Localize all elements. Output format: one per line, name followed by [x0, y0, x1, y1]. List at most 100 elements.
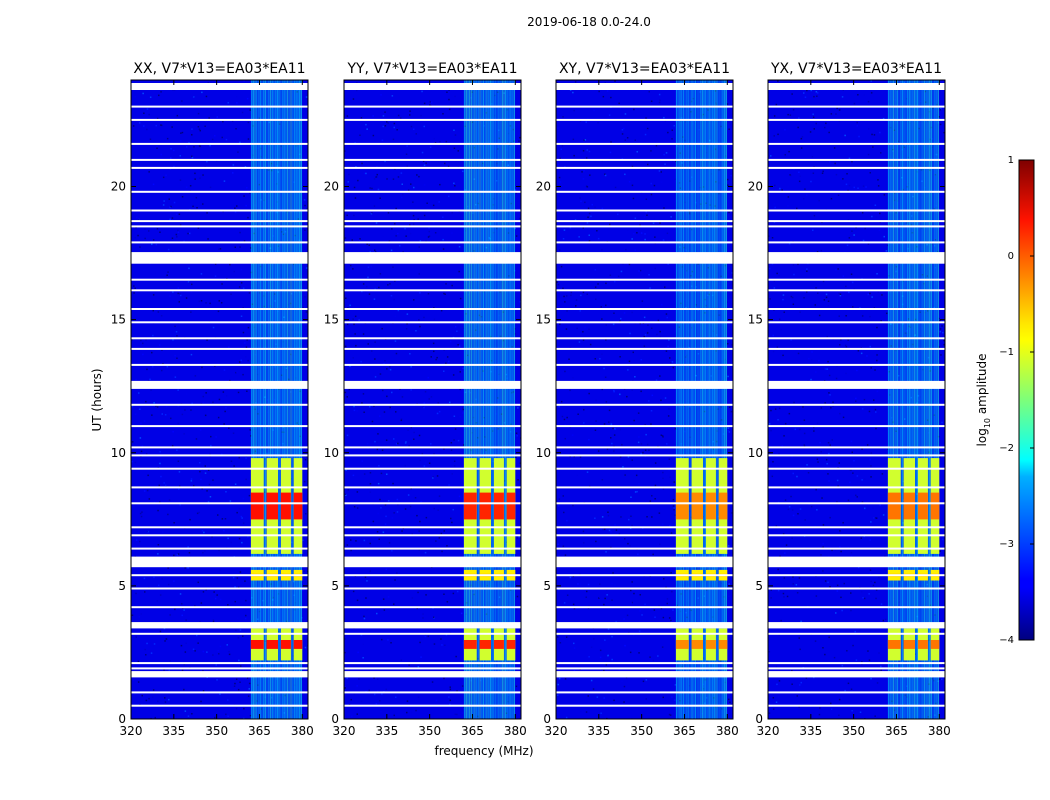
- x-tick-label: 380: [716, 724, 739, 738]
- flagged-row: [131, 606, 308, 609]
- flagged-row: [556, 403, 733, 406]
- noise-pixel: [245, 346, 248, 348]
- noise-pixel: [401, 530, 403, 532]
- noise-pixel: [422, 613, 424, 615]
- flagged-row: [131, 467, 308, 470]
- noise-pixel: [810, 505, 813, 508]
- noise-pixel: [566, 594, 569, 596]
- noise-pixel: [612, 572, 614, 574]
- noise-pixel: [869, 569, 872, 571]
- flagged-row: [768, 321, 945, 324]
- flagged-row: [556, 534, 733, 537]
- noise-pixel: [518, 243, 520, 246]
- noise-pixel: [649, 287, 651, 289]
- noise-pixel: [249, 109, 251, 111]
- noise-pixel: [672, 505, 675, 507]
- flagged-row: [344, 225, 521, 228]
- noise-pixel: [509, 96, 511, 98]
- noise-pixel: [141, 694, 143, 697]
- noise-pixel: [380, 710, 382, 713]
- flagged-row: [556, 278, 733, 281]
- noise-pixel: [464, 391, 467, 394]
- noise-pixel: [462, 531, 465, 533]
- noise-pixel: [812, 172, 815, 174]
- noise-pixel: [432, 475, 434, 478]
- noise-pixel: [149, 96, 152, 98]
- noise-pixel: [197, 126, 200, 128]
- noise-pixel: [346, 323, 349, 326]
- noise-pixel: [796, 475, 798, 478]
- flagged-row: [556, 308, 733, 310]
- noise-pixel: [663, 153, 665, 156]
- noise-pixel: [178, 485, 181, 487]
- noise-pixel: [562, 495, 564, 497]
- noise-pixel: [404, 464, 406, 467]
- y-tick-label: 5: [331, 579, 339, 593]
- noise-pixel: [671, 590, 673, 593]
- flagged-row: [131, 225, 308, 228]
- noise-pixel: [893, 709, 896, 711]
- noise-pixel: [628, 181, 631, 183]
- noise-pixel: [633, 233, 635, 235]
- noise-pixel: [179, 577, 181, 579]
- noise-pixel: [142, 92, 144, 95]
- noise-pixel: [822, 570, 824, 572]
- noise-pixel: [176, 114, 179, 117]
- noise-pixel: [557, 163, 560, 166]
- noise-pixel: [561, 145, 564, 147]
- flagged-row: [556, 704, 733, 707]
- noise-pixel: [154, 272, 157, 275]
- noise-pixel: [812, 229, 814, 231]
- noise-pixel: [905, 97, 908, 100]
- flagged-row: [131, 675, 308, 678]
- noise-pixel: [420, 656, 422, 658]
- noise-pixel: [347, 489, 349, 491]
- flagged-row: [131, 105, 308, 108]
- noise-pixel: [418, 319, 420, 321]
- rfi-stripe: [701, 80, 704, 719]
- noise-pixel: [267, 569, 269, 571]
- noise-pixel: [390, 249, 393, 252]
- noise-pixel: [674, 684, 677, 686]
- noise-pixel: [569, 455, 571, 458]
- noise-pixel: [418, 549, 420, 551]
- noise-pixel: [625, 248, 627, 251]
- noise-pixel: [424, 551, 427, 554]
- noise-pixel: [574, 81, 577, 83]
- noise-pixel: [429, 104, 431, 106]
- noise-pixel: [368, 293, 371, 295]
- noise-pixel: [588, 234, 590, 236]
- noise-pixel: [582, 530, 585, 533]
- noise-pixel: [199, 291, 202, 293]
- noise-pixel: [148, 230, 150, 232]
- noise-pixel: [156, 406, 159, 408]
- noise-pixel: [662, 239, 665, 241]
- noise-pixel: [813, 426, 815, 429]
- noise-pixel: [619, 320, 621, 322]
- noise-pixel: [384, 111, 386, 113]
- noise-pixel: [392, 138, 395, 141]
- noise-pixel: [829, 444, 831, 446]
- noise-pixel: [179, 224, 182, 226]
- noise-pixel: [731, 272, 733, 274]
- noise-pixel: [172, 339, 174, 341]
- noise-pixel: [303, 545, 306, 548]
- noise-pixel: [371, 211, 373, 214]
- noise-pixel: [727, 545, 730, 547]
- noise-pixel: [688, 211, 691, 213]
- noise-pixel: [162, 531, 164, 533]
- noise-pixel: [580, 200, 582, 203]
- noise-pixel: [183, 663, 185, 666]
- noise-pixel: [806, 89, 808, 92]
- noise-pixel: [871, 296, 873, 298]
- noise-pixel: [842, 275, 845, 277]
- noise-pixel: [597, 283, 599, 285]
- noise-pixel: [134, 413, 137, 415]
- noise-pixel: [791, 93, 793, 95]
- noise-pixel: [830, 113, 833, 115]
- noise-pixel: [415, 709, 417, 712]
- noise-pixel: [356, 410, 358, 412]
- noise-pixel: [870, 367, 872, 369]
- noise-pixel: [440, 309, 443, 312]
- noise-pixel: [137, 234, 139, 237]
